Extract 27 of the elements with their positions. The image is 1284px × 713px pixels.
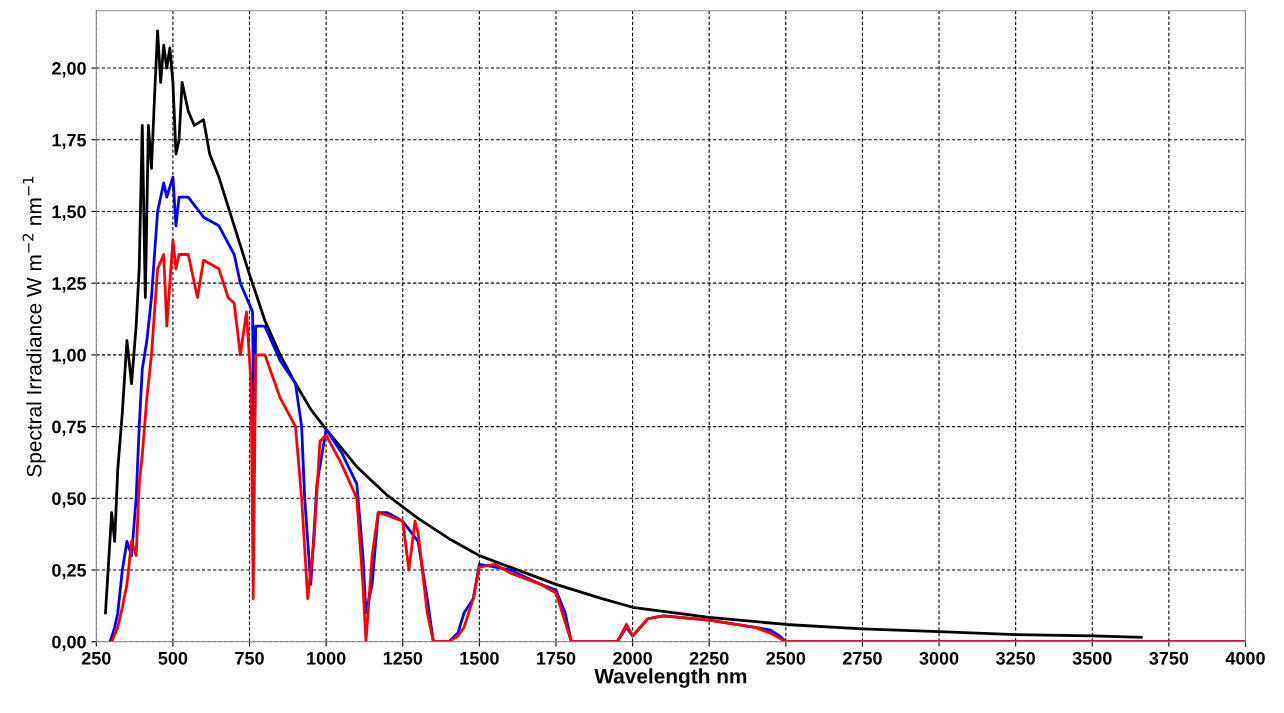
x-tick-label: 3250 [995,651,1035,665]
x-tick-label: 1500 [460,651,499,665]
x-tick-label: 3000 [919,651,959,665]
x-tick-label: 2500 [766,651,806,665]
x-tick-label: 4000 [1225,651,1265,665]
y-tick-label: 2,00 [52,61,86,78]
y-tick-label: 0,00 [52,635,86,652]
x-tick-label: 2000 [613,651,652,665]
x-tick-label: 2750 [842,651,882,665]
x-tick-label: 1750 [537,651,576,665]
x-tick-label: 1000 [307,651,346,665]
x-tick-label: 750 [235,651,264,665]
y-axis-title: Spectral Irradiance W m$^{−2}$ nm$^{−1}$ [22,176,46,477]
x-tick-label: 250 [81,651,111,665]
x-tick-label: 2250 [689,651,729,665]
x-tick-label: 1250 [383,651,423,665]
y-tick-label: 0,25 [52,563,87,580]
y-tick-label: 1,75 [52,133,87,150]
x-tick-label: 3750 [1149,651,1189,665]
x-tick-label: 500 [158,651,188,665]
x-tick-label: 3500 [1072,651,1112,665]
y-tick-label: 1,50 [52,205,86,221]
x-axis-title: Wavelength nm [594,668,747,688]
y-tick-label: 1,25 [52,277,87,293]
y-tick-label: 0,75 [52,420,87,436]
y-tick-label: 0,50 [52,492,86,508]
y-tick-label: 1,00 [52,348,86,365]
